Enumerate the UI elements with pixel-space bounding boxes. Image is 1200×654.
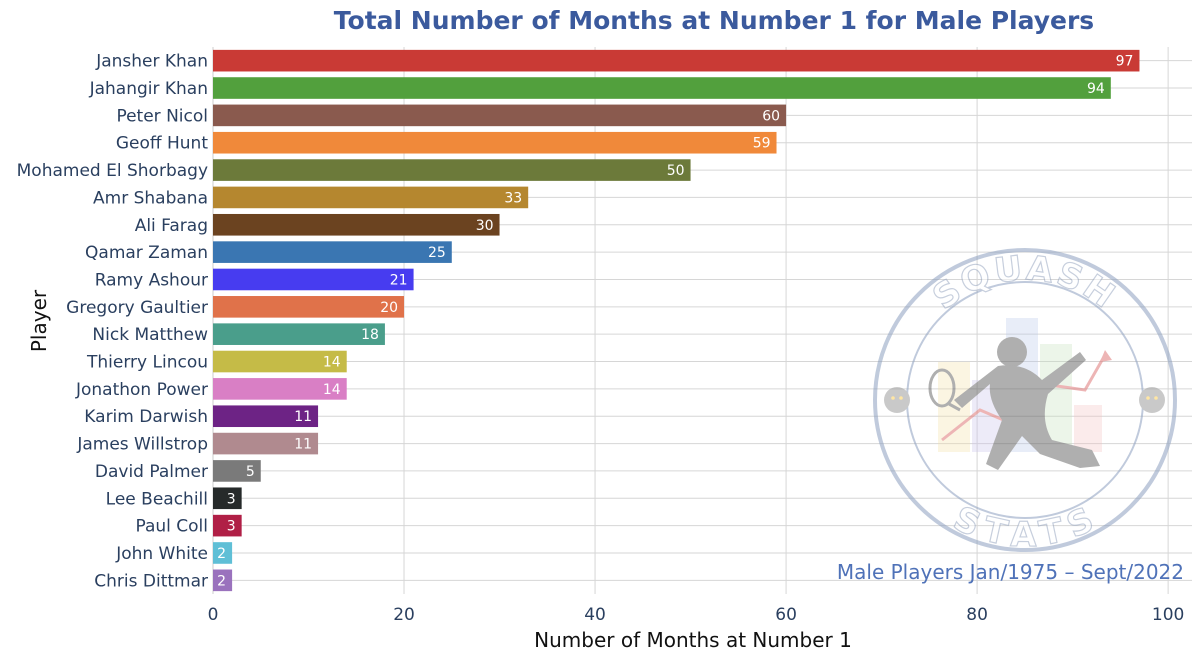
- category-labels: Jansher Khan Jahangir Khan Peter Nicol Geof…: [17, 52, 209, 592]
- bar: [213, 77, 1111, 99]
- svg-text:STATS: STATS: [947, 499, 1102, 556]
- bar: [213, 241, 452, 263]
- category-label: James Willstrop: [76, 435, 208, 455]
- bar-value-label: 60: [762, 108, 780, 124]
- bar: [213, 131, 777, 154]
- squash-stats-watermark: SQUASH STATS: [873, 248, 1177, 556]
- bar: [213, 378, 347, 400]
- gridlines: [212, 47, 1192, 594]
- x-tick-label: 20: [393, 605, 415, 625]
- x-axis-label: Number of Months at Number 1: [534, 628, 852, 652]
- bar: [213, 159, 691, 181]
- category-label: Lee Beachill: [106, 489, 208, 509]
- bar: [213, 186, 529, 209]
- category-label: Paul Coll: [135, 517, 208, 537]
- category-label: Jahangir Khan: [89, 79, 208, 99]
- bar-value-label: 25: [428, 245, 446, 261]
- bar-value-label: 30: [476, 218, 494, 234]
- bar: [213, 487, 242, 510]
- x-tick-label: 40: [584, 605, 606, 625]
- bar-value-label: 20: [380, 300, 398, 316]
- category-label: Peter Nicol: [116, 106, 208, 126]
- category-label: Ramy Ashour: [95, 270, 208, 290]
- bar-value-label: 18: [361, 327, 379, 343]
- bar: [213, 460, 261, 482]
- bar: [213, 432, 319, 455]
- bar-value-label: 2: [217, 546, 226, 562]
- category-label: Ali Farag: [135, 216, 208, 236]
- bar: [213, 296, 405, 318]
- bar: [213, 104, 787, 127]
- category-label: Thierry Lincou: [86, 353, 208, 373]
- category-label: Jansher Khan: [95, 52, 208, 72]
- bar: [213, 323, 385, 345]
- bar-value-label: 14: [323, 355, 341, 371]
- watermark-bottom-text: STATS: [947, 498, 1100, 556]
- watermark-top-text: SQUASH: [925, 248, 1122, 319]
- bar-value-label: 59: [753, 136, 771, 152]
- bar-value-label: 94: [1087, 81, 1105, 97]
- date-range-annotation: Male Players Jan/1975 – Sept/2022: [837, 560, 1184, 584]
- category-label: Mohamed El Shorbagy: [17, 161, 208, 181]
- bar-value-label: 97: [1116, 54, 1134, 70]
- bar: [213, 569, 233, 592]
- y-axis-label: Player: [27, 289, 51, 352]
- x-tick-label: 60: [775, 605, 797, 625]
- x-tick-label: 80: [966, 605, 988, 625]
- chart-title: Total Number of Months at Number 1 for M…: [334, 6, 1094, 35]
- bar-value-label: 21: [390, 272, 408, 288]
- bar: [213, 350, 347, 373]
- bar: [213, 542, 233, 564]
- category-label: John White: [115, 544, 208, 564]
- bar-value-label: 3: [227, 491, 236, 507]
- bar-value-label: 11: [294, 437, 312, 453]
- category-label: Geoff Hunt: [116, 134, 208, 154]
- category-label: Nick Matthew: [92, 325, 208, 345]
- bar: [213, 514, 242, 537]
- bar-value-label: 11: [294, 409, 312, 425]
- player-silhouette-icon: [928, 337, 1100, 470]
- bar-value-label: 50: [667, 163, 685, 179]
- bar-value-label: 5: [246, 464, 255, 480]
- category-label: David Palmer: [95, 462, 208, 482]
- bar: [213, 213, 500, 236]
- bar-value-label: 33: [504, 190, 522, 206]
- bars: [213, 49, 1140, 592]
- x-tick-labels: 0 20 40 60 80 100: [208, 605, 1185, 625]
- category-label: Chris Dittmar: [94, 571, 208, 591]
- bar-value-label: 3: [227, 519, 236, 535]
- x-tick-label: 0: [208, 605, 219, 625]
- bar-value-label: 2: [217, 573, 226, 589]
- bar: [213, 268, 414, 291]
- bar: [213, 405, 319, 428]
- category-label: Qamar Zaman: [85, 243, 208, 263]
- category-label: Amr Shabana: [93, 188, 208, 208]
- category-label: Jonathon Power: [75, 380, 208, 400]
- bar: [213, 49, 1140, 72]
- bar-value-label: 14: [323, 382, 341, 398]
- category-label: Gregory Gaultier: [66, 298, 208, 318]
- x-tick-label: 100: [1152, 605, 1184, 625]
- svg-text:SQUASH: SQUASH: [926, 248, 1125, 318]
- category-label: Karim Darwish: [84, 407, 208, 427]
